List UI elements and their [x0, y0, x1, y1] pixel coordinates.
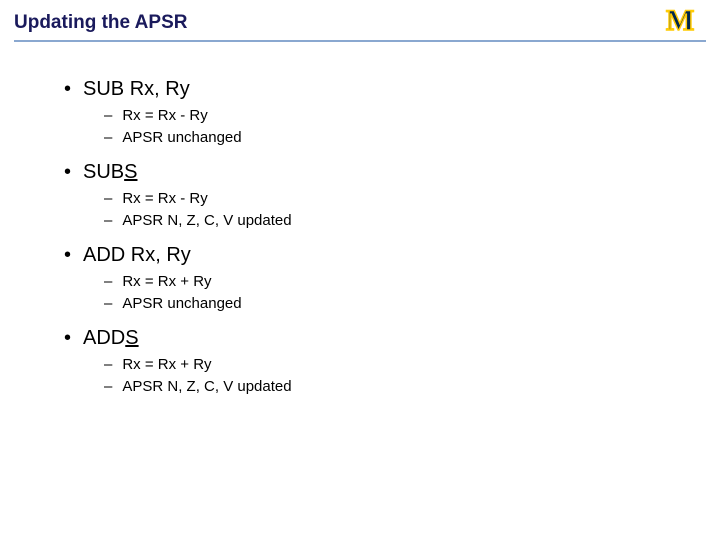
dash-icon: –: [104, 378, 112, 396]
sub-list-item-label: Rx = Rx - Ry: [122, 190, 207, 207]
sub-list-item: – APSR N, Z, C, V updated: [104, 212, 654, 230]
sub-list-item-label: Rx = Rx + Ry: [122, 356, 211, 373]
sub-list-item: – APSR unchanged: [104, 129, 654, 147]
list-item-label: ADDS: [83, 327, 139, 350]
sub-list-item: – Rx = Rx - Ry: [104, 190, 654, 208]
list-item: • SUB Rx, Ry: [64, 78, 654, 101]
sub-list: – Rx = Rx + Ry – APSR unchanged: [104, 273, 654, 313]
list-item-label: SUB Rx, Ry: [83, 78, 190, 101]
list-item-label: ADD Rx, Ry: [83, 244, 191, 267]
sub-list-item: – APSR unchanged: [104, 295, 654, 313]
bullet-icon: •: [64, 245, 71, 265]
sub-list-item-label: Rx = Rx + Ry: [122, 273, 211, 290]
bullet-icon: •: [64, 79, 71, 99]
bullet-icon: •: [64, 162, 71, 182]
sub-list-item-label: APSR unchanged: [122, 295, 241, 312]
sub-list-item: – Rx = Rx - Ry: [104, 107, 654, 125]
dash-icon: –: [104, 190, 112, 208]
dash-icon: –: [104, 273, 112, 291]
content-area: • SUB Rx, Ry – Rx = Rx - Ry – APSR uncha…: [64, 78, 654, 410]
slide-title: Updating the APSR: [14, 12, 187, 34]
dash-icon: –: [104, 107, 112, 125]
sub-list-item-label: APSR N, Z, C, V updated: [122, 378, 291, 395]
sub-list: – Rx = Rx - Ry – APSR unchanged: [104, 107, 654, 147]
sub-list-item-label: APSR unchanged: [122, 129, 241, 146]
logo-m-icon: M: [666, 4, 691, 37]
dash-icon: –: [104, 295, 112, 313]
sub-list-item-label: Rx = Rx - Ry: [122, 107, 207, 124]
bullet-icon: •: [64, 328, 71, 348]
sub-list-item: – APSR N, Z, C, V updated: [104, 378, 654, 396]
dash-icon: –: [104, 212, 112, 230]
list-item: • SUBS: [64, 161, 654, 184]
title-underline: [14, 40, 706, 42]
sub-list: – Rx = Rx + Ry – APSR N, Z, C, V updated: [104, 356, 654, 396]
list-item: • ADDS: [64, 327, 654, 350]
sub-list-item-label: APSR N, Z, C, V updated: [122, 212, 291, 229]
sub-list-item: – Rx = Rx + Ry: [104, 273, 654, 291]
sub-list-item: – Rx = Rx + Ry: [104, 356, 654, 374]
dash-icon: –: [104, 129, 112, 147]
sub-list: – Rx = Rx - Ry – APSR N, Z, C, V updated: [104, 190, 654, 230]
dash-icon: –: [104, 356, 112, 374]
umich-logo: M: [666, 8, 706, 34]
list-item: • ADD Rx, Ry: [64, 244, 654, 267]
list-item-label: SUBS: [83, 161, 137, 184]
